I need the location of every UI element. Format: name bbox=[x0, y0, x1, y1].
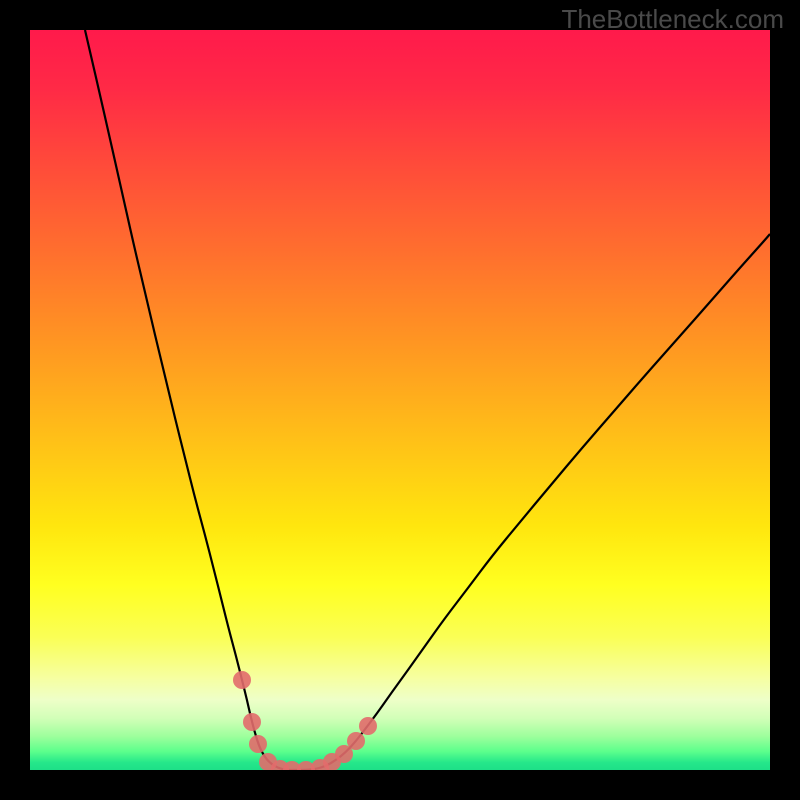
curve-marker bbox=[243, 713, 261, 731]
curve-marker bbox=[233, 671, 251, 689]
marker-layer bbox=[30, 30, 770, 770]
curve-marker bbox=[347, 732, 365, 750]
watermark-text: TheBottleneck.com bbox=[561, 4, 784, 35]
curve-marker bbox=[359, 717, 377, 735]
curve-marker bbox=[249, 735, 267, 753]
plot-area bbox=[30, 30, 770, 770]
